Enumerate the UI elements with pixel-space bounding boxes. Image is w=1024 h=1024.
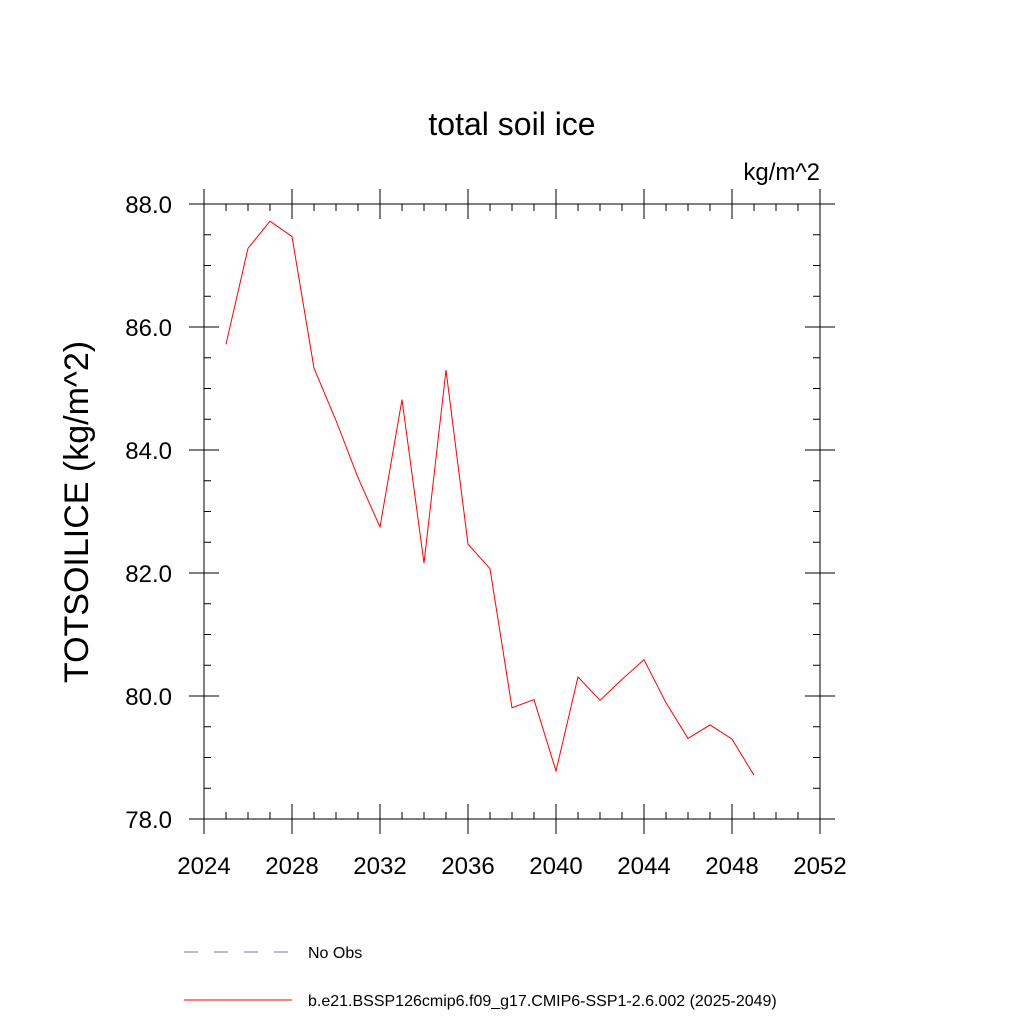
x-tick-label: 2024 [177, 853, 230, 880]
x-tick-label: 2028 [265, 853, 318, 880]
y-tick-label: 84.0 [125, 438, 172, 465]
legend-label: b.e21.BSSP126cmip6.f09_g17.CMIP6-SSP1-2.… [308, 993, 777, 1010]
axis-ticks [189, 189, 835, 834]
legend: No Obs b.e21.BSSP126cmip6.f09_g17.CMIP6-S… [184, 945, 777, 1010]
y-tick-label: 80.0 [125, 684, 172, 711]
axis-tick-labels: 2024 2028 2032 2036 2040 2044 2048 2052 78.0 80.0… [125, 192, 846, 880]
series-line [225, 220, 755, 776]
x-tick-label: 2040 [529, 853, 582, 880]
x-tick-label: 2032 [353, 853, 406, 880]
y-tick-label: 86.0 [125, 315, 172, 342]
units-label: kg/m^2 [743, 159, 820, 186]
x-tick-label: 2052 [793, 853, 846, 880]
y-tick-label: 82.0 [125, 561, 172, 588]
x-tick-label: 2036 [441, 853, 494, 880]
chart-title: total soil ice [428, 106, 595, 142]
series-lines [225, 220, 755, 776]
y-tick-label: 88.0 [125, 192, 172, 219]
x-tick-label: 2048 [705, 853, 758, 880]
y-tick-label: 78.0 [125, 807, 172, 834]
y-axis-label: TOTSOILICE (kg/m^2) [58, 341, 96, 683]
x-tick-label: 2044 [617, 853, 670, 880]
legend-label: No Obs [308, 945, 362, 962]
plot-frame [203, 203, 821, 820]
